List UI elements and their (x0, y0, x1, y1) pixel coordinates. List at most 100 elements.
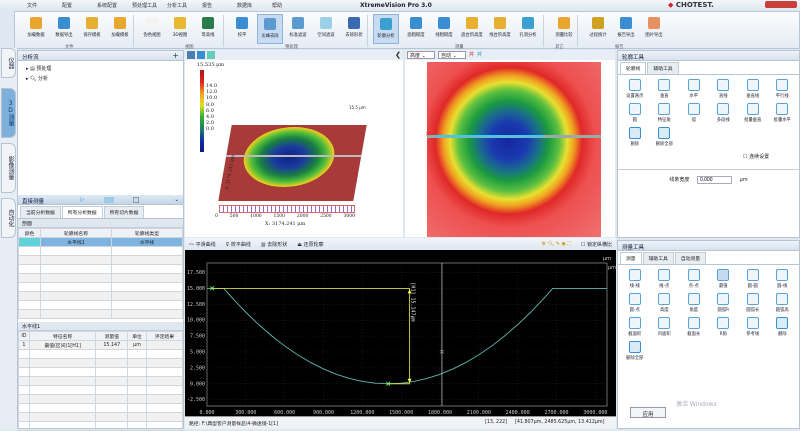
side-tab[interactable]: 3D测量 (1, 88, 16, 138)
tab-measure[interactable]: 测量 (620, 252, 642, 264)
tool-button[interactable]: 圆弧高 (768, 293, 798, 313)
ribbon-button[interactable]: 空间滤波 (313, 14, 339, 44)
level-curve-button[interactable]: ⊽ 校平曲线 (225, 242, 251, 248)
grid-icon[interactable] (104, 197, 114, 203)
tool-button[interactable]: 截面长 (679, 317, 709, 337)
ribbon-button[interactable]: 孔洞分析 (515, 14, 541, 44)
table-row[interactable]: 1 最值(区间)1[H1] 15.147 μm (18, 340, 184, 350)
menu-item[interactable]: 预处理工具 (132, 3, 158, 9)
tab-aux-tools[interactable]: 辅助工具 (647, 62, 679, 74)
window-controls[interactable] (765, 1, 797, 8)
tool-button[interactable]: 线-点 (650, 269, 680, 289)
ribbon-button[interactable]: 去除形状 (341, 14, 367, 44)
tool-button[interactable]: 删除全部 (620, 341, 650, 361)
tool-button[interactable]: 平行线 (768, 79, 798, 99)
height-map-view[interactable]: 高度 ⌄ 自动 ⌄ 丼丼 × (405, 50, 615, 237)
zoom-tools-icon[interactable]: ⚙ 🔍︎ ✎ ◉ ⛶ (541, 241, 571, 247)
menu-item[interactable]: 配置 (62, 3, 73, 9)
range-select[interactable]: 自动 ⌄ (438, 51, 466, 59)
side-tab[interactable]: 仪器 (1, 48, 16, 78)
ribbon-button[interactable]: 尖峰去除 (257, 14, 283, 44)
tool-button[interactable]: R角 (709, 317, 739, 337)
line-start-marker[interactable]: × (425, 130, 431, 138)
tool-button[interactable]: 删除 (620, 127, 650, 147)
tool-button[interactable]: 角度 (679, 293, 709, 313)
apply-button[interactable]: 应用 (630, 407, 666, 418)
tool-button[interactable]: 凹面积 (650, 317, 680, 337)
remove-shape-button[interactable]: ▥ 去除形状 (260, 242, 288, 248)
tool-button[interactable]: 圆-线 (768, 269, 798, 289)
tool-button[interactable]: 线-线 (620, 269, 650, 289)
tool-button[interactable]: 最值 (709, 269, 739, 289)
tool-button[interactable]: 删除 (768, 317, 798, 337)
tab-all-slices[interactable]: 所有切片数据 (103, 206, 145, 218)
3d-view[interactable]: ❮ 15.535 μm 14.0 12.0 10.0 8.0 6.0 4.0 2.0 0.0 … (185, 50, 403, 237)
tool-button[interactable]: 多段线 (709, 103, 739, 123)
tool-button[interactable]: 弧 (679, 103, 709, 123)
menu-item[interactable]: 系统配置 (97, 3, 118, 9)
tool-button[interactable]: 批量水平 (768, 103, 798, 123)
tool-button[interactable]: 圆-点 (620, 293, 650, 313)
restore-profile-button[interactable]: ⏏ 还原轮廓 (297, 242, 324, 248)
ribbon-button[interactable]: 加载数据 (23, 14, 49, 44)
ribbon-button[interactable]: 测量比较 (551, 14, 577, 44)
tool-button[interactable]: 截面积 (620, 317, 650, 337)
tab-current-data[interactable]: 当前分析数据 (20, 206, 61, 218)
ribbon-button[interactable]: 等高线 (195, 14, 221, 44)
tool-button[interactable]: 圆 (620, 103, 650, 123)
side-tab[interactable]: 自动化 (1, 198, 16, 238)
ribbon-button[interactable]: 面台阶高度 (459, 14, 485, 44)
table-row[interactable]: 水平线1 水平线 (18, 237, 183, 247)
tool-button[interactable]: 圆-圆 (738, 269, 768, 289)
tab-aux-tools[interactable]: 辅助工具 (642, 252, 674, 264)
tool-button[interactable]: 参考线 (738, 317, 768, 337)
profile-segment[interactable] (435, 135, 543, 137)
tool-button[interactable]: 特征角 (650, 103, 680, 123)
tool-button[interactable]: 高度 (650, 293, 680, 313)
ribbon-button[interactable]: 图片导出 (641, 14, 667, 44)
ribbon-button[interactable]: 报告导出 (613, 14, 639, 44)
ribbon-button[interactable]: 保存模板 (79, 14, 105, 44)
tool-button[interactable]: 删除全部 (650, 127, 680, 147)
lock-aspect-checkbox[interactable]: ☐ 锁定纵横比 (580, 242, 612, 248)
ribbon-button[interactable]: 标准滤波 (285, 14, 311, 44)
menu-item[interactable]: 分析工具 (167, 3, 188, 9)
line-width-input[interactable] (696, 176, 732, 184)
side-tab[interactable]: 影像测量 (1, 143, 16, 193)
fit-icon[interactable] (187, 51, 195, 59)
tool-button[interactable]: 直线 (709, 79, 739, 99)
colormap-select[interactable]: 高度 ⌄ (407, 51, 435, 59)
tool-button[interactable]: 设置两点 (620, 79, 650, 99)
collapse-icon[interactable]: ⌄ (174, 197, 179, 203)
rotate-icon[interactable] (207, 51, 215, 59)
ribbon-button[interactable]: 轮廓分析 (373, 14, 399, 44)
ribbon-button[interactable]: 伪色视图 (139, 14, 165, 44)
ribbon-button[interactable]: 校平 (229, 14, 255, 44)
tool-button[interactable]: 圆弧R (709, 293, 739, 313)
profile-red-icon[interactable]: 丼 (469, 52, 475, 58)
tab-auto-measure[interactable]: 自动测量 (674, 252, 707, 264)
tool-button[interactable]: 批量垂直 (738, 103, 768, 123)
profile-chart[interactable]: -2.500 0.000 2.500 5.000 7.500 10.000 12.500 15… (185, 250, 616, 416)
smooth-curve-button[interactable]: 〰 平滑曲线 (189, 242, 216, 248)
collapse-left-icon[interactable]: ❮ (395, 51, 401, 59)
ribbon-button[interactable]: 过程统计 (585, 14, 611, 44)
stop-icon[interactable] (133, 197, 139, 203)
menu-item[interactable]: 数据库 (237, 3, 253, 9)
tab-all-data[interactable]: 所有分析数据 (61, 206, 103, 218)
profile-blue-icon[interactable]: 丼 (477, 52, 483, 58)
menu-item[interactable]: 文件 (27, 3, 38, 9)
ribbon-button[interactable]: 加载模板 (107, 14, 133, 44)
tool-button[interactable]: 圆弧长 (738, 293, 768, 313)
tab-contour-line[interactable]: 轮廓线 (620, 62, 647, 74)
tree-item-preprocess[interactable]: ▸ ▤ 预处理 (26, 66, 52, 72)
tool-button[interactable]: 垂直线 (738, 79, 768, 99)
ribbon-button[interactable]: 线台阶高度 (487, 14, 513, 44)
play-icon[interactable]: ▷ (80, 197, 85, 203)
ribbon-button[interactable]: 面粗糙度 (403, 14, 429, 44)
tree-item-analysis[interactable]: ▸ 🔍︎ 分析 (26, 76, 49, 82)
add-icon[interactable]: + (172, 51, 179, 60)
menu-item[interactable]: 报告 (202, 3, 213, 9)
tool-button[interactable]: 垂直 (650, 79, 680, 99)
ribbon-button[interactable]: 数据导出 (51, 14, 77, 44)
